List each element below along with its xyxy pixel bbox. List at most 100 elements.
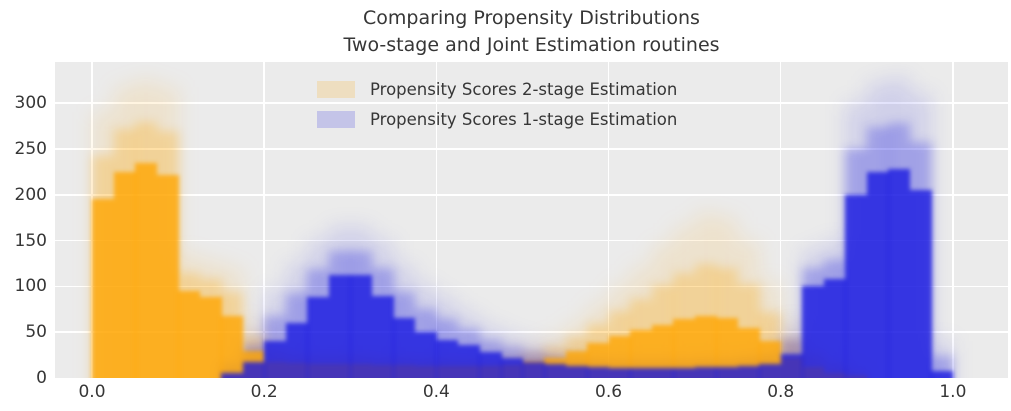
gridline-y-300	[55, 102, 1008, 104]
histogram-bar	[135, 121, 158, 378]
histogram-bar	[113, 171, 136, 378]
chart-title-line2: Two-stage and Joint Estimation routines	[343, 34, 720, 56]
y-tick-label-100: 100	[14, 276, 47, 297]
histogram-bar	[221, 365, 244, 378]
gridline-y-100	[55, 285, 1008, 288]
histogram-bar	[350, 275, 373, 378]
histogram-bar	[823, 365, 846, 378]
histogram-bar	[587, 354, 610, 378]
histogram-bar	[651, 361, 674, 378]
histogram-bar	[285, 293, 308, 378]
histogram-bar	[694, 213, 717, 378]
histogram-bar	[823, 240, 846, 378]
gridline-x-0.4	[435, 62, 438, 378]
histogram-bar	[630, 268, 653, 378]
histogram-bar	[328, 226, 351, 378]
x-tick-label-0.4: 0.4	[422, 382, 450, 402]
legend-swatch-1stage	[317, 110, 355, 128]
histogram-bar	[199, 260, 222, 378]
histogram-bar	[264, 316, 287, 378]
x-tick-label-0.8: 0.8	[767, 382, 795, 402]
histogram-bar	[522, 354, 545, 378]
histogram-bar	[716, 317, 739, 378]
histogram-bar	[845, 149, 868, 378]
histogram-bar	[178, 272, 201, 378]
histogram-bar	[694, 315, 717, 378]
histogram-bar	[350, 357, 373, 378]
histogram-bar	[931, 341, 954, 378]
y-tick-label-0: 0	[36, 368, 47, 388]
histogram-bar	[866, 127, 889, 378]
histogram-bar	[457, 360, 480, 378]
histogram-bar	[113, 86, 136, 378]
histogram-bar	[457, 313, 480, 378]
gridline-y-50	[55, 331, 1008, 333]
histogram-bar	[113, 129, 136, 378]
histogram-bar	[759, 311, 782, 378]
legend-item-2stage: Propensity Scores 2-stage Estimation	[317, 74, 677, 104]
histogram-bar	[436, 366, 459, 378]
gridline-y-250	[55, 148, 1008, 150]
histogram-bar	[888, 123, 911, 378]
histogram-bar	[587, 343, 610, 378]
histogram-bar	[328, 364, 351, 378]
chart-title-line1: Comparing Propensity Distributions	[363, 7, 700, 29]
histogram-bar	[285, 263, 308, 378]
histogram-bar	[350, 226, 373, 378]
histogram-bar	[414, 360, 437, 378]
gridline-x-1.0	[952, 62, 954, 378]
histogram-bar	[780, 340, 803, 378]
histogram-bar	[371, 268, 394, 378]
histogram-bar	[587, 304, 610, 378]
histogram-bar	[543, 356, 567, 378]
x-tick-label-0.6: 0.6	[595, 382, 623, 402]
histogram-bar	[845, 368, 868, 378]
histogram-bar	[242, 361, 265, 378]
histogram-bar	[651, 245, 674, 378]
histogram-bar	[500, 365, 524, 378]
histogram-bar	[371, 295, 394, 378]
histogram-bar	[221, 315, 244, 378]
histogram-bar	[328, 350, 351, 378]
histogram-bar	[500, 357, 524, 378]
histogram-bar	[393, 358, 416, 378]
histogram-bar	[630, 361, 653, 378]
gridline-y-150	[55, 239, 1008, 242]
histogram-bar	[414, 354, 437, 378]
x-tick-label-1.0: 1.0	[939, 382, 967, 402]
histogram-bar	[780, 354, 803, 378]
histogram-bar	[393, 318, 416, 378]
histogram-bar	[199, 297, 222, 378]
histogram-bar	[802, 249, 825, 378]
histogram-bar	[716, 354, 739, 378]
histogram-bar	[242, 327, 265, 378]
histogram-bar	[737, 359, 760, 378]
histogram-bar	[716, 360, 739, 378]
histogram-bar	[457, 345, 480, 378]
histogram-bar	[264, 352, 287, 378]
histogram-bar	[630, 356, 653, 378]
histogram-bar	[565, 350, 588, 378]
histogram-bar	[737, 366, 760, 378]
histogram-bar	[630, 330, 653, 378]
histogram-bar	[673, 273, 696, 378]
histogram-bar	[651, 356, 674, 378]
histogram-bar	[780, 357, 803, 378]
histogram-bar	[673, 367, 696, 378]
y-tick-label-50: 50	[25, 322, 47, 343]
histogram-bar	[780, 338, 803, 378]
histogram-bar	[845, 376, 868, 378]
histogram-bar	[285, 348, 308, 378]
histogram-bar	[500, 352, 524, 378]
histogram-bar	[737, 240, 760, 378]
histogram-bar	[414, 309, 437, 378]
histogram-bar	[221, 291, 244, 378]
histogram-bar	[350, 350, 373, 378]
legend-label-2stage: Propensity Scores 2-stage Estimation	[370, 79, 678, 99]
histogram-bar	[371, 365, 394, 378]
histogram-bar	[673, 355, 696, 378]
histogram-bar	[694, 264, 717, 378]
histogram-bar	[156, 86, 179, 378]
histogram-bar	[285, 363, 308, 378]
